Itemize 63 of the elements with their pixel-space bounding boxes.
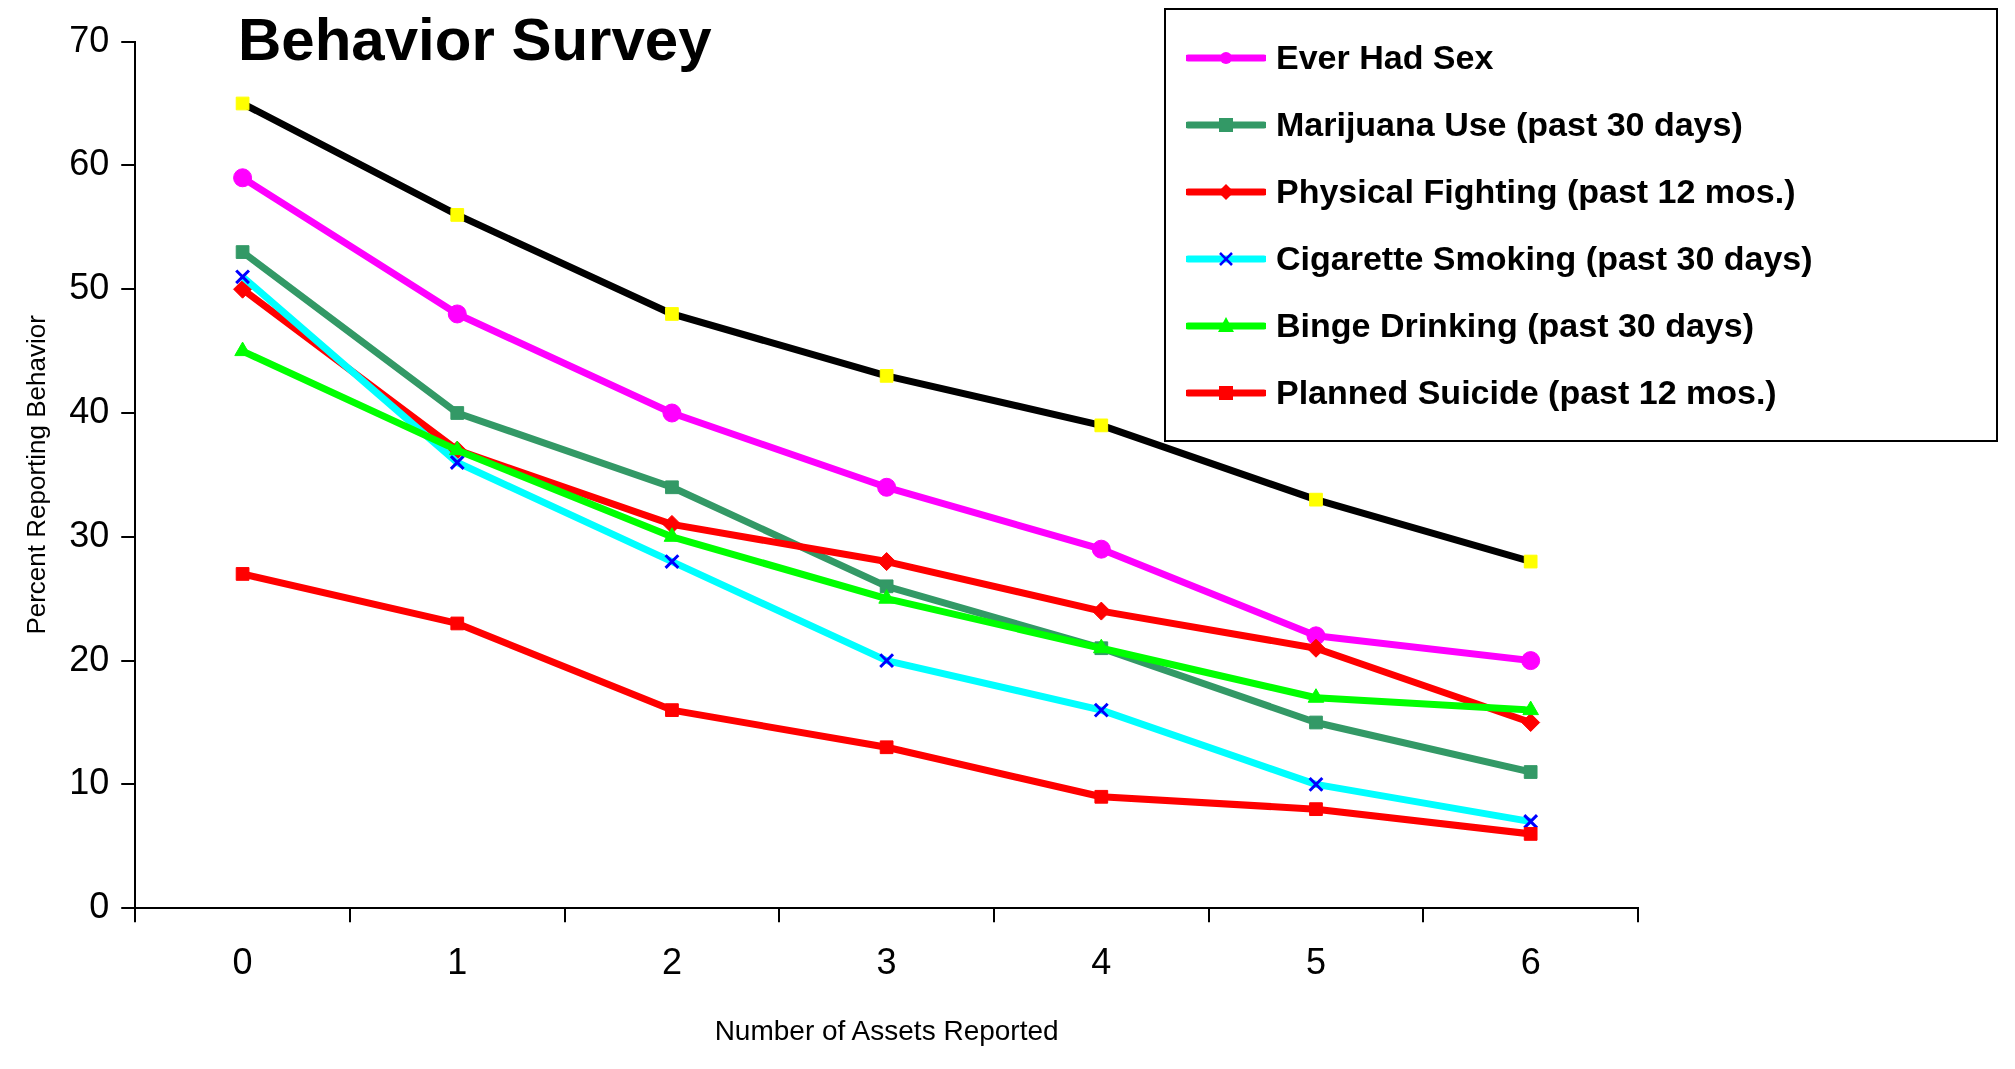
point xyxy=(665,307,679,321)
point xyxy=(878,652,895,669)
x-tick-label: 4 xyxy=(1091,940,1112,982)
x-tick-label: 3 xyxy=(876,940,897,982)
point xyxy=(447,304,467,324)
point xyxy=(1309,802,1323,817)
point xyxy=(450,208,465,222)
x-tick-label: 0 xyxy=(232,940,253,982)
legend-label: Physical Fighting (past 12 mos.) xyxy=(1276,172,1796,211)
point xyxy=(665,703,679,717)
point xyxy=(1523,765,1538,779)
point xyxy=(1523,554,1538,569)
x-tick-label: 1 xyxy=(447,940,468,982)
point xyxy=(235,245,250,259)
point xyxy=(877,477,897,497)
point xyxy=(450,616,465,631)
point xyxy=(1093,702,1110,718)
y-tick-label: 70 xyxy=(69,18,110,60)
y-tick-label: 50 xyxy=(69,266,110,308)
y-tick-label: 20 xyxy=(69,637,110,679)
y-tick-label: 30 xyxy=(69,513,110,555)
point xyxy=(1309,715,1323,730)
x-tick-label: 2 xyxy=(661,940,682,982)
point xyxy=(1094,789,1109,804)
point xyxy=(233,279,253,299)
point xyxy=(664,553,680,570)
point xyxy=(450,406,465,420)
y-tick-label: 40 xyxy=(69,389,110,431)
y-tick-label: 10 xyxy=(69,761,110,803)
point xyxy=(233,168,253,188)
point xyxy=(1522,813,1539,830)
point xyxy=(449,454,466,471)
legend-label: Cigarette Smoking (past 30 days) xyxy=(1276,239,1813,278)
point xyxy=(1091,539,1111,559)
point xyxy=(879,579,894,594)
y-tick-label: 0 xyxy=(89,885,110,927)
point xyxy=(877,552,897,572)
y-tick-label: 60 xyxy=(69,142,110,184)
point xyxy=(235,567,250,581)
point xyxy=(234,268,251,285)
legend-label: Ever Had Sex xyxy=(1276,38,1494,77)
point xyxy=(1306,638,1326,658)
point xyxy=(879,740,894,755)
point xyxy=(662,403,682,423)
point xyxy=(665,480,679,495)
x-tick-label: 6 xyxy=(1520,940,1541,982)
point xyxy=(1309,492,1323,507)
y-axis-title: Percent Reporting Behavior xyxy=(20,314,51,635)
point xyxy=(1523,827,1538,841)
point xyxy=(1521,713,1541,732)
point xyxy=(1308,776,1324,793)
point xyxy=(235,96,250,111)
legend-label: Binge Drinking (past 30 days) xyxy=(1276,306,1754,345)
point xyxy=(879,369,894,383)
point xyxy=(1521,651,1541,671)
legend-label: Marijuana Use (past 30 days) xyxy=(1276,105,1743,144)
x-axis-title: Number of Assets Reported xyxy=(714,1014,1059,1046)
point xyxy=(662,514,682,534)
point xyxy=(1094,418,1109,433)
chart-title: Behavior Survey xyxy=(238,6,712,73)
x-tick-label: 5 xyxy=(1305,940,1326,982)
point xyxy=(1091,601,1111,621)
legend-label: Planned Suicide (past 12 mos.) xyxy=(1276,373,1777,412)
